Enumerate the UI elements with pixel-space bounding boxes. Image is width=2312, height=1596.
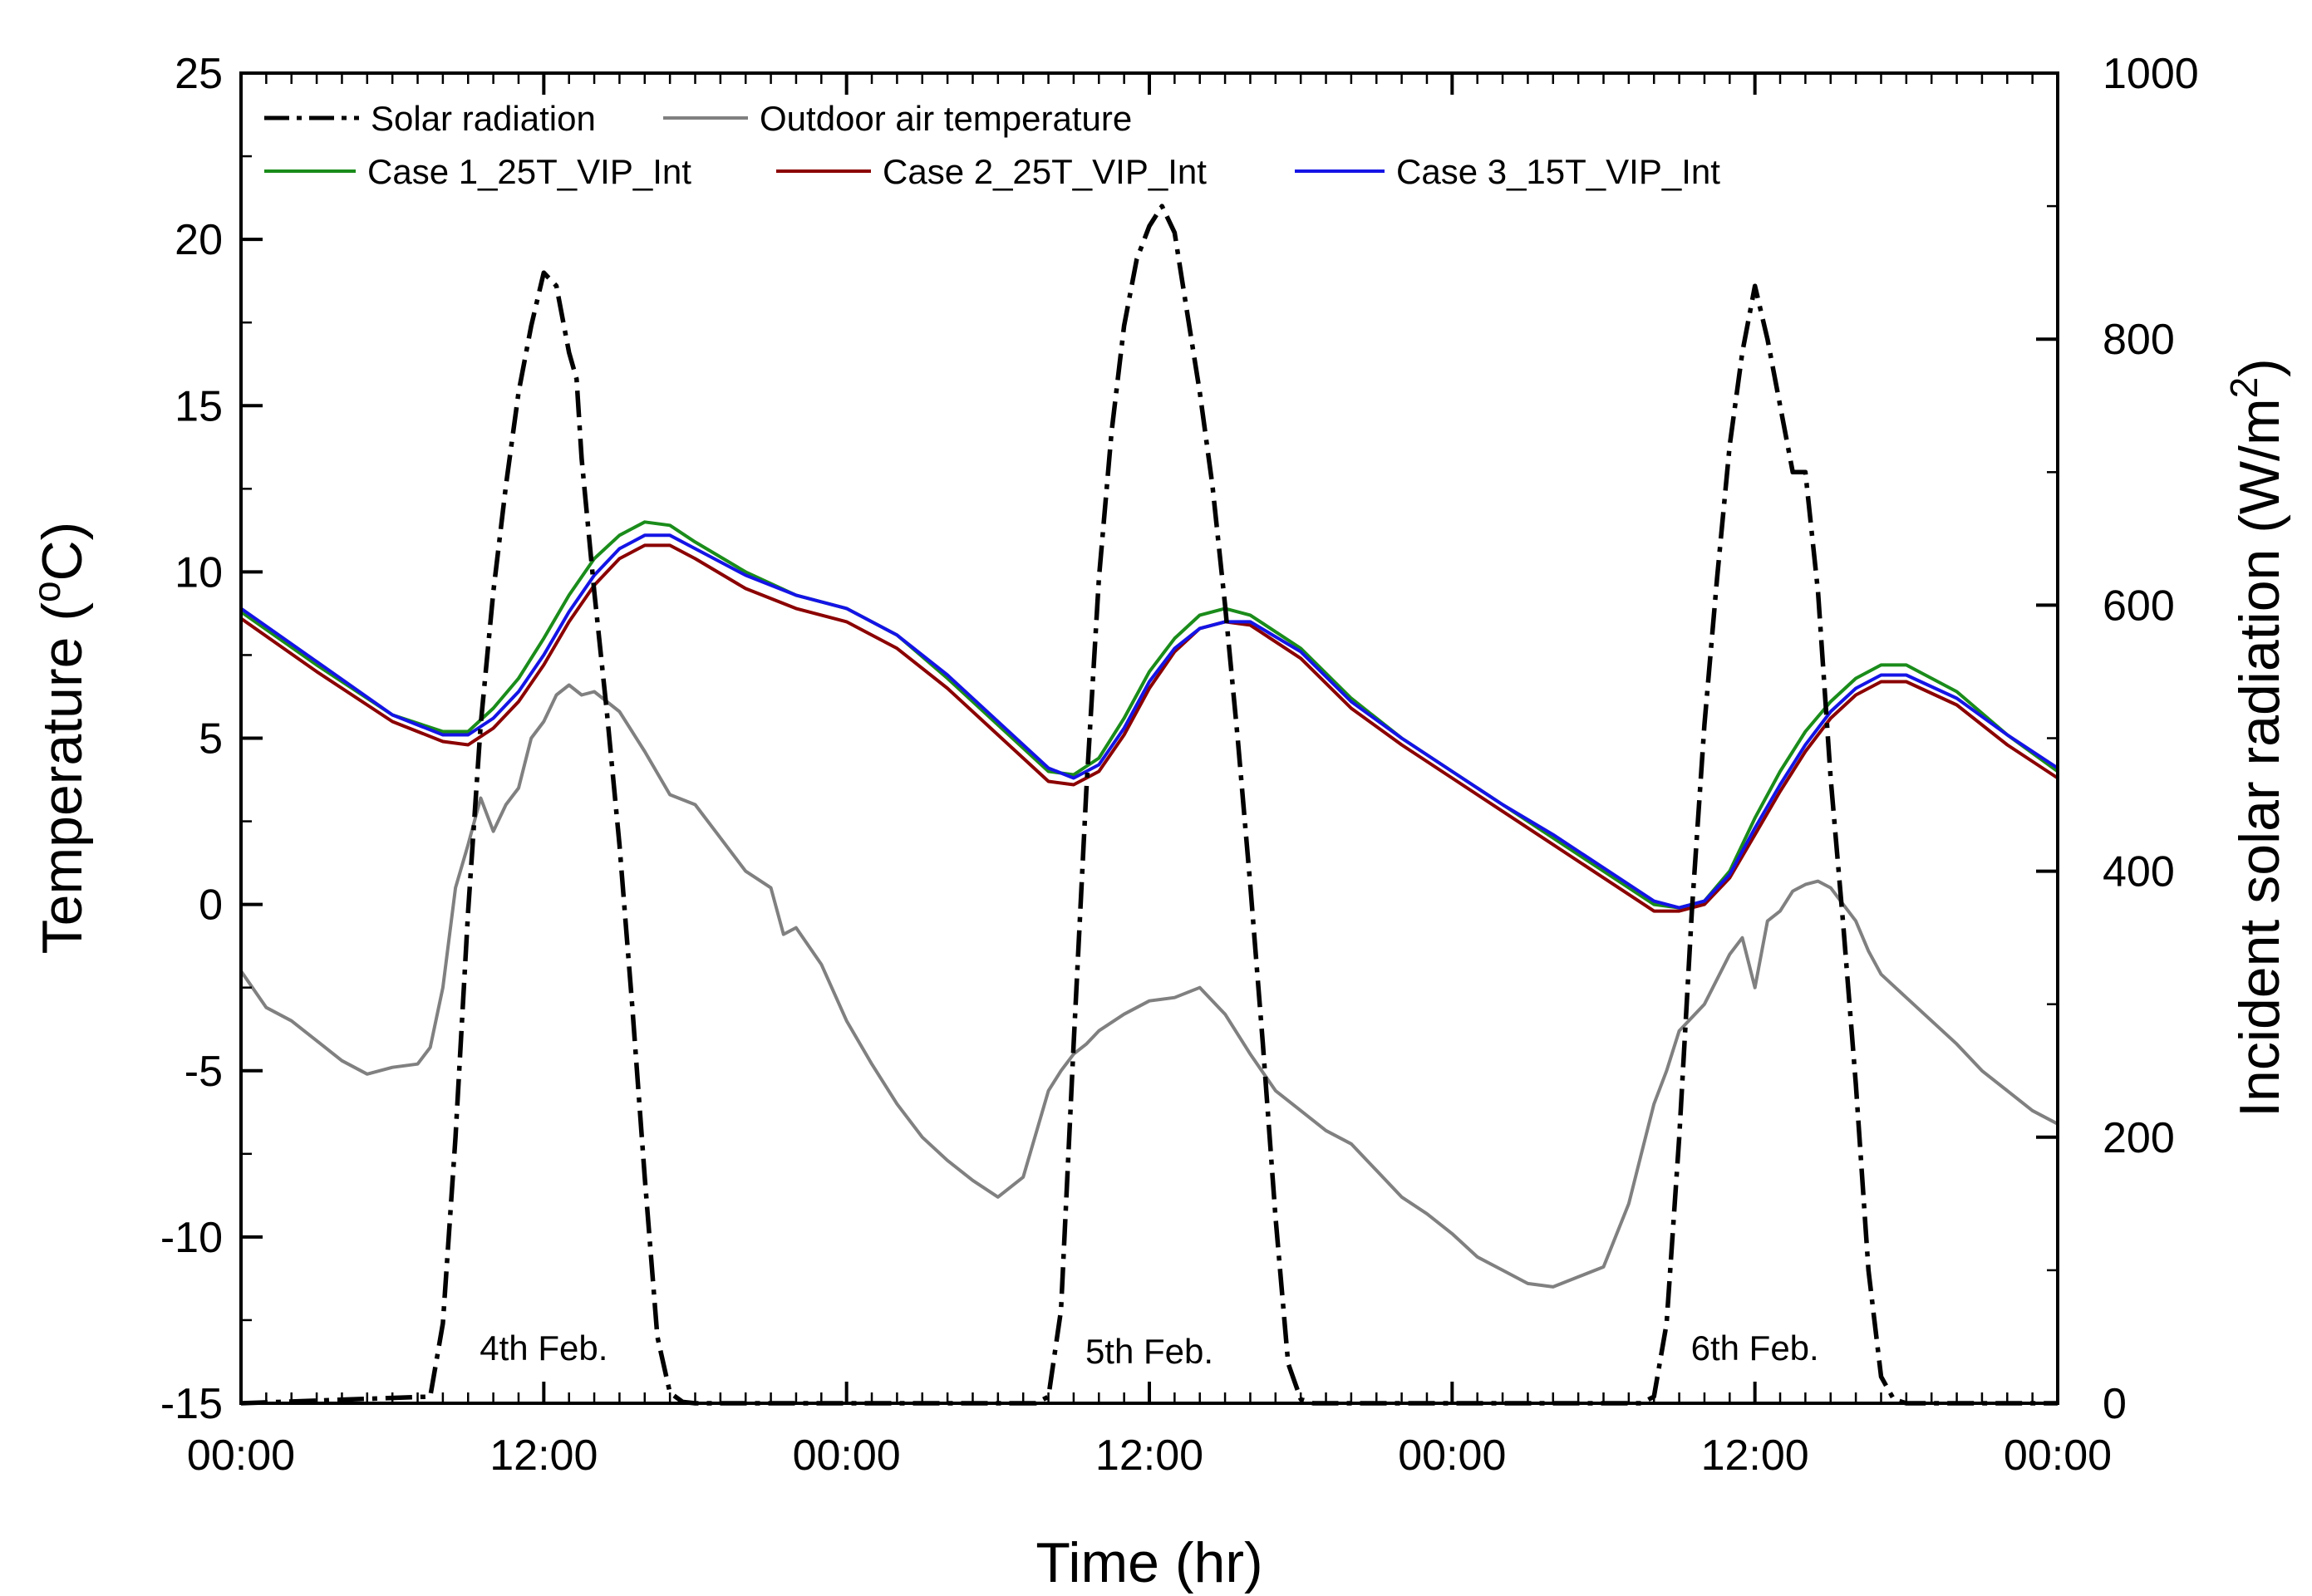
x-tick-label: 00:00	[1398, 1431, 1506, 1480]
series-line-case-3-15t-vip-int	[239, 533, 2059, 910]
day-annotation: 4th Feb.	[480, 1328, 608, 1368]
series-line-solar-radiation	[240, 204, 2058, 1406]
x-tick-label: 00:00	[187, 1431, 295, 1480]
y-tick-label: -15	[160, 1380, 223, 1428]
y2-tick-label: 0	[2103, 1380, 2127, 1428]
series-line-case-2-25t-vip-int	[239, 543, 2059, 913]
y2-axis-title: Incident solar radiation (W/m2)	[2222, 358, 2291, 1117]
x-tick-label: 12:00	[1701, 1431, 1809, 1480]
legend: Solar radiation Outdoor air temperature …	[264, 99, 1720, 191]
axes-layer: 00:00 12:00 00:00 12:00 00:00 12:00 00:00-15-1…	[160, 50, 2199, 1480]
x-tick-label: 00:00	[2004, 1431, 2112, 1480]
legend-label-case1: Case 1_25T_VIP_Int	[367, 152, 691, 191]
x-tick-label: 00:00	[793, 1431, 901, 1480]
y-tick-label: 5	[199, 715, 223, 764]
legend-label-case3: Case 3_15T_VIP_Int	[1396, 152, 1720, 191]
y-tick-label: 0	[199, 881, 223, 930]
y-tick-label: 25	[175, 50, 223, 98]
y2-tick-label: 1000	[2103, 50, 2199, 98]
y-tick-label: 15	[175, 382, 223, 430]
x-tick-label: 12:00	[1095, 1431, 1203, 1480]
day-annotation: 5th Feb.	[1085, 1332, 1213, 1371]
y2-tick-label: 400	[2103, 848, 2175, 896]
plot-frame	[239, 71, 2059, 1405]
y-tick-label: 20	[175, 216, 223, 264]
legend-label-case2: Case 2_25T_VIP_Int	[883, 152, 1207, 191]
x-axis-title: Time (hr)	[1035, 1531, 1262, 1594]
y2-tick-label: 200	[2103, 1114, 2175, 1162]
x-tick-label: 12:00	[489, 1431, 598, 1480]
series-line-case-1-25t-vip-int	[239, 520, 2059, 910]
legend-label-solar: Solar radiation	[371, 99, 596, 138]
y-tick-label: -5	[184, 1048, 223, 1096]
y2-tick-label: 800	[2103, 316, 2175, 364]
y-axis-title: Temperature (oC)	[25, 522, 94, 955]
y-tick-label: -10	[160, 1214, 223, 1262]
series-line-outdoor-air-temperature	[239, 683, 2059, 1289]
y-tick-label: 10	[175, 548, 223, 597]
series-layer	[239, 204, 2059, 1406]
day-annotation: 6th Feb.	[1691, 1328, 1819, 1368]
annotations: 4th Feb. 5th Feb. 6th Feb.	[480, 1328, 1818, 1371]
y2-tick-label: 600	[2103, 582, 2175, 630]
legend-label-outdoor: Outdoor air temperature	[760, 99, 1132, 138]
